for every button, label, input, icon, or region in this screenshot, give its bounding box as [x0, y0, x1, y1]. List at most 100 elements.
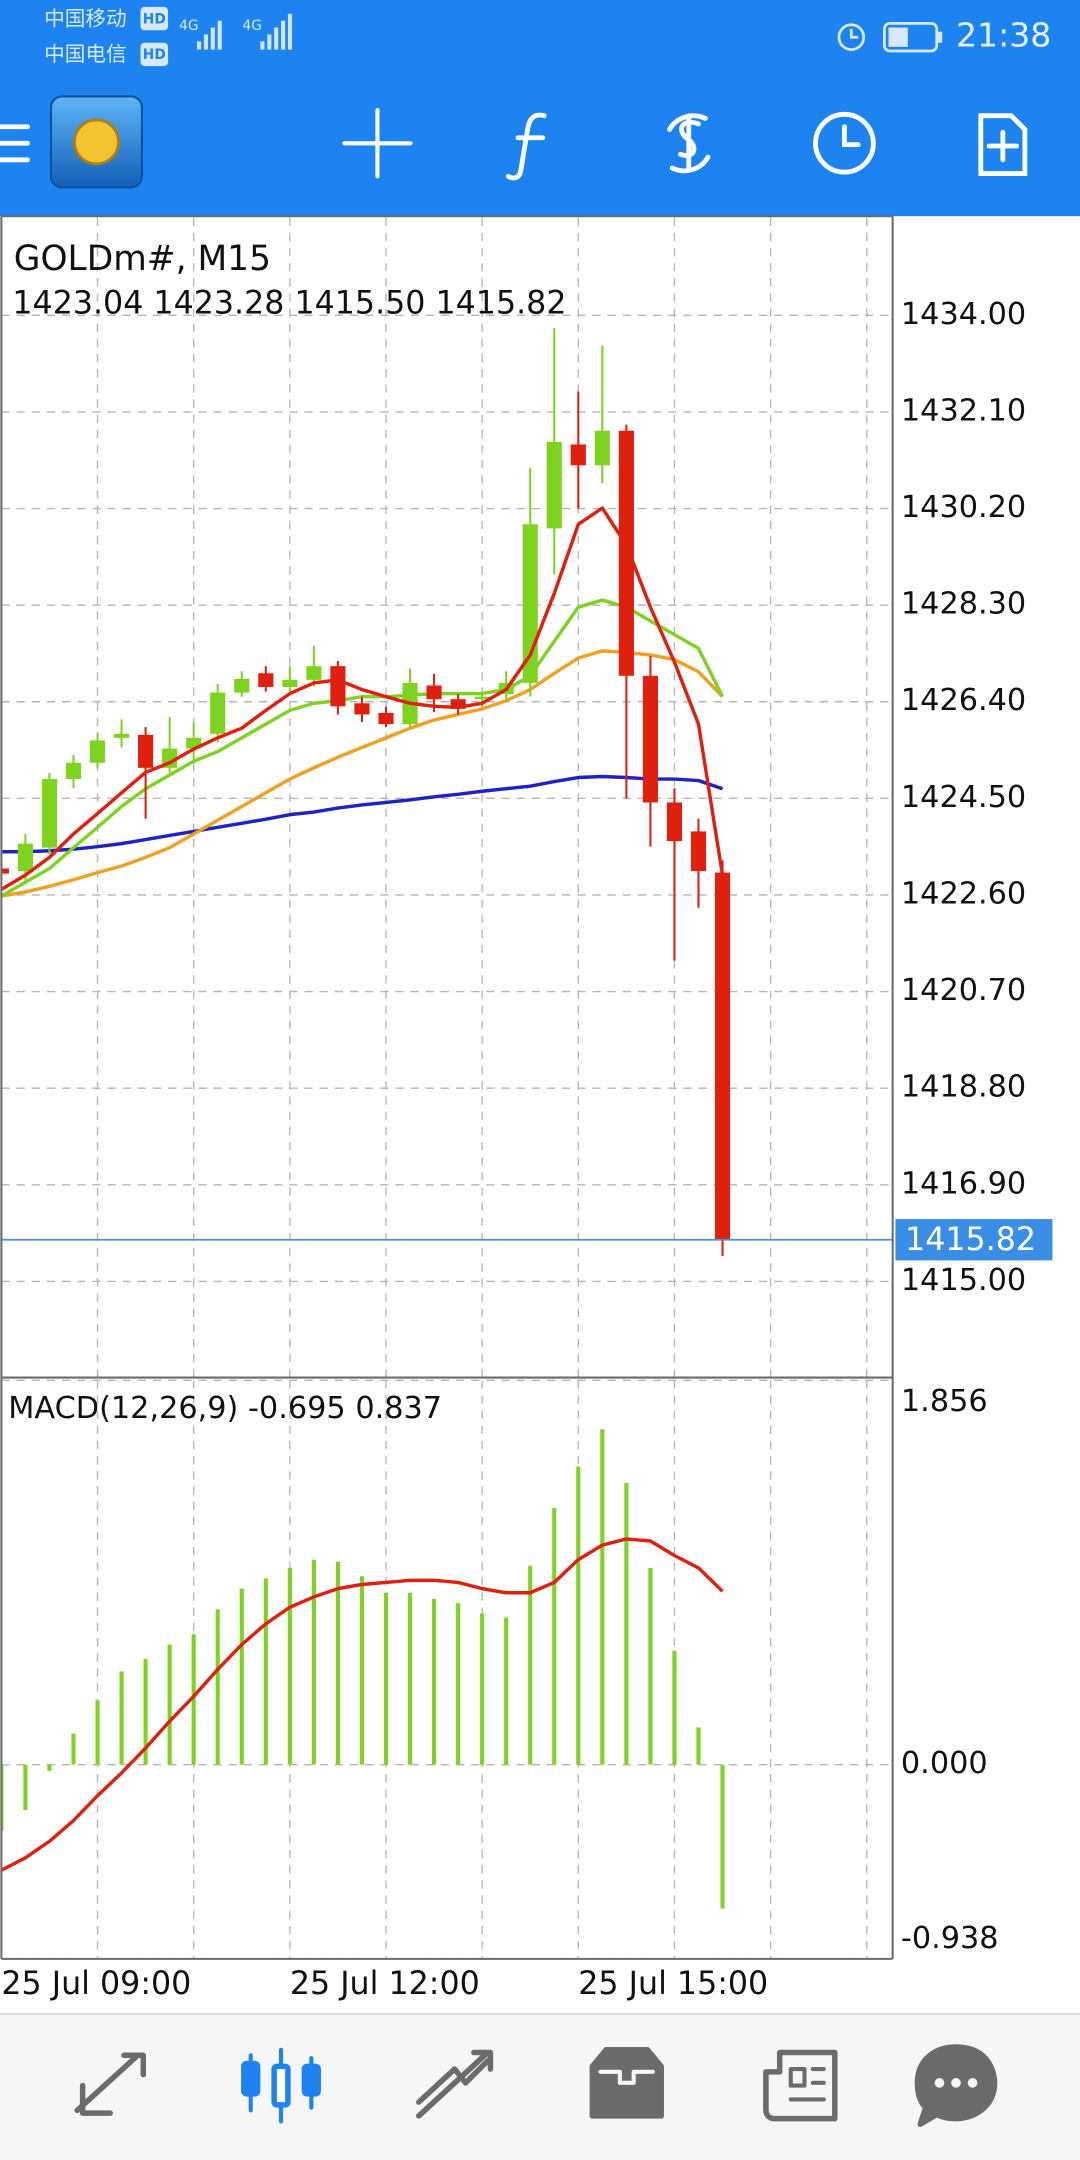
macd-bar: [23, 1764, 28, 1811]
signal-bar: [281, 20, 286, 50]
signal-bar: [210, 27, 215, 50]
candle-body: [1, 868, 9, 874]
macd-bar: [576, 1466, 581, 1765]
indicator-line: [1, 506, 725, 891]
candle-body: [450, 699, 466, 709]
indicator-line: [1, 598, 725, 898]
macd-bar: [287, 1567, 292, 1765]
signal-bar: [203, 34, 209, 50]
macd-bar: [480, 1613, 485, 1765]
alarm-hands: [849, 28, 859, 39]
candle-body: [714, 872, 731, 1240]
candle-body: [41, 779, 58, 848]
macd-bar: [407, 1592, 413, 1765]
macd-bar: [191, 1634, 196, 1765]
y-tick-label: 1430.20: [901, 490, 1026, 525]
macd-bar: [696, 1727, 701, 1765]
battery-icon: [883, 22, 939, 53]
battery-tip: [938, 31, 943, 43]
menu-button[interactable]: [0, 124, 30, 163]
indicators-button[interactable]: [505, 112, 547, 181]
macd-plot: [1, 1429, 725, 1909]
plot: 1415.82: [1, 327, 1053, 1909]
macd-bar: [720, 1764, 725, 1909]
candle-body: [594, 430, 610, 466]
network-label: 4G: [242, 18, 261, 34]
candle-body: [89, 740, 106, 763]
candle-body: [690, 831, 707, 872]
x-tick-label: 25 Jul 15:00: [578, 1966, 768, 2002]
macd-header: MACD(12,26,9) -0.695 0.837: [8, 1391, 442, 1426]
y-tick-label: 1.856: [901, 1384, 988, 1419]
current-price-label: 1415.82: [905, 1222, 1036, 1258]
candle-body: [570, 444, 586, 466]
candle-body: [426, 685, 442, 700]
macd-bar: [672, 1650, 677, 1765]
macd-bar: [263, 1578, 268, 1765]
status-bar: 中国移动 中国电信 HD HD 4G 4G 21:38: [44, 6, 1051, 67]
crosshair-button[interactable]: [342, 108, 413, 179]
signal-bar: [260, 41, 265, 50]
candle-body: [330, 666, 346, 707]
macd-bar: [383, 1592, 389, 1765]
candle-body: [234, 678, 250, 693]
trade-button[interactable]: [667, 113, 711, 174]
nav-trade[interactable]: [416, 2049, 494, 2119]
candle-body: [546, 441, 562, 529]
signal-bar: [217, 20, 222, 50]
macd-bar: [335, 1561, 340, 1765]
candle-body: [113, 733, 130, 738]
candle-body: [282, 679, 298, 688]
chart-title: GOLDm#, M15: [14, 239, 271, 279]
macd-bar: [311, 1559, 316, 1765]
nav-quotes[interactable]: [74, 2052, 147, 2116]
hd-label: HD: [143, 11, 166, 27]
macd-bar: [359, 1576, 365, 1765]
macd-value: -0.695: [248, 1391, 346, 1426]
candle-body: [642, 675, 658, 803]
y-tick-label: 1420.70: [901, 973, 1026, 1008]
chart-background: [0, 216, 1080, 1959]
hd-badge: [140, 6, 169, 31]
bottom-nav: [0, 2013, 1080, 2160]
y-tick-label: 1428.30: [901, 587, 1026, 622]
nav-chat[interactable]: [914, 2044, 998, 2127]
macd-bar: [432, 1598, 437, 1765]
y-tick-label: 1434.00: [901, 297, 1026, 332]
carrier-2: 中国电信: [44, 42, 127, 66]
y-tick-label: 1426.40: [901, 683, 1026, 718]
toolbar: [0, 95, 1028, 189]
y-tick-label: 1422.60: [901, 876, 1026, 911]
hd-label: HD: [143, 47, 166, 63]
candle-body: [17, 843, 33, 872]
frame-lines: [0, 215, 894, 1960]
nav-chart[interactable]: [241, 2047, 321, 2124]
nav-news[interactable]: [763, 2049, 838, 2122]
macd-bar: [648, 1567, 653, 1765]
logo-globe: [73, 118, 120, 166]
macd-bar: [600, 1429, 605, 1765]
nav-history[interactable]: [589, 2047, 664, 2119]
alarm-icon: [837, 23, 866, 51]
new-order-button[interactable]: [978, 113, 1028, 176]
macd-bar: [215, 1609, 220, 1765]
signal-value: 0.837: [355, 1391, 442, 1426]
x-tick-label: 25 Jul 09:00: [1, 1966, 191, 2002]
signal-bar: [287, 13, 293, 50]
indicator-line: [1, 649, 724, 898]
app-header: [0, 0, 1080, 217]
candle-body: [258, 673, 274, 688]
candle-body: [210, 692, 226, 734]
macd-bar: [71, 1733, 76, 1765]
macd-bar: [95, 1700, 100, 1765]
y-tick-label: -0.938: [901, 1921, 999, 1956]
battery-level: [888, 27, 908, 47]
macd-bar: [119, 1671, 124, 1765]
y-tick-label: 1416.90: [901, 1166, 1026, 1201]
y-tick-label: 1424.50: [901, 780, 1026, 815]
macd-bar: [456, 1603, 461, 1765]
y-tick-label: 0.000: [901, 1746, 988, 1781]
period-button[interactable]: [813, 111, 876, 175]
macd-bar: [167, 1644, 172, 1765]
candle-body: [474, 696, 490, 700]
